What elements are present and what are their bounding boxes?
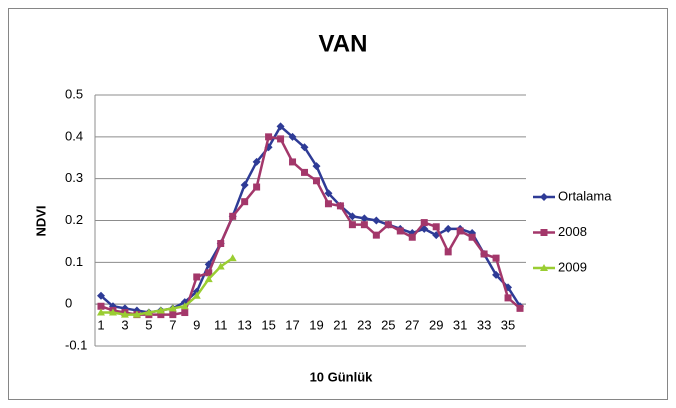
point (372, 216, 381, 225)
point (312, 177, 320, 185)
x-tick-label: 19 (309, 318, 323, 333)
point (253, 183, 261, 191)
x-axis-label: 10 Günlük (310, 369, 374, 384)
point (181, 309, 189, 317)
point (504, 294, 512, 302)
point (324, 200, 332, 208)
legend-label: 2009 (558, 259, 587, 274)
y-tick-label: 0 (65, 296, 72, 311)
point (96, 308, 105, 316)
point (192, 291, 201, 299)
point (169, 311, 177, 319)
x-tick-label: 17 (285, 318, 299, 333)
point (228, 254, 237, 262)
point (204, 275, 213, 283)
point (360, 221, 368, 229)
point (180, 302, 189, 310)
point (252, 157, 261, 166)
point (420, 219, 428, 227)
point (300, 143, 309, 152)
x-tick-label: 23 (357, 318, 371, 333)
point (348, 221, 356, 229)
x-tick-label: 21 (333, 318, 347, 333)
point (205, 269, 213, 277)
y-tick-label: 0.1 (65, 254, 83, 269)
y-tick-label: 0.3 (65, 170, 83, 185)
point (360, 214, 369, 223)
point (277, 135, 285, 143)
point (276, 122, 285, 131)
point (492, 270, 501, 279)
x-tick-label: 1 (97, 318, 104, 333)
point (132, 310, 141, 318)
chart-title: VAN (319, 30, 368, 57)
x-tick-label: 27 (405, 318, 419, 333)
y-axis-label: NDVI (33, 205, 48, 236)
x-tick-label: 29 (429, 318, 443, 333)
point (540, 193, 548, 201)
y-tick-label: 0.4 (65, 128, 83, 143)
point (157, 311, 165, 319)
point (241, 198, 249, 206)
point (384, 221, 392, 229)
point (217, 240, 225, 248)
point (492, 254, 500, 262)
point (108, 308, 117, 316)
point (289, 158, 297, 166)
point (336, 202, 344, 210)
point (288, 132, 297, 141)
x-tick-label: 33 (477, 318, 491, 333)
point (480, 250, 488, 258)
y-tick-label: 0.5 (65, 86, 83, 101)
point (456, 227, 464, 235)
point (540, 264, 548, 271)
point (240, 180, 249, 189)
point (96, 291, 105, 300)
point (516, 304, 524, 312)
point (432, 223, 440, 231)
x-tick-label: 15 (261, 318, 275, 333)
y-tick-label: 0.2 (65, 212, 83, 227)
legend-label: Ortalama (558, 188, 612, 203)
point (265, 133, 273, 141)
x-tick-label: 11 (214, 318, 228, 333)
x-tick-label: 13 (237, 318, 251, 333)
point (312, 162, 321, 171)
point (144, 308, 153, 316)
point (444, 248, 452, 256)
x-tick-label: 9 (193, 318, 200, 333)
point (408, 233, 416, 241)
point (216, 262, 225, 270)
point (193, 273, 201, 281)
x-tick-label: 35 (501, 318, 515, 333)
point (168, 304, 177, 312)
point (540, 229, 548, 236)
y-tick-label: -0.1 (65, 337, 87, 352)
x-tick-label: 3 (121, 318, 128, 333)
point (444, 224, 453, 233)
x-tick-label: 5 (145, 318, 152, 333)
point (372, 231, 380, 239)
point (97, 302, 105, 310)
point (301, 168, 309, 176)
x-tick-label: 25 (381, 318, 395, 333)
point (229, 212, 237, 220)
x-tick-label: 31 (453, 318, 467, 333)
point (348, 212, 357, 221)
point (156, 306, 165, 314)
point (396, 227, 404, 235)
x-tick-label: 7 (169, 318, 176, 333)
point (324, 189, 333, 198)
point (120, 310, 129, 318)
legend-label: 2008 (558, 224, 587, 239)
point (468, 233, 476, 241)
